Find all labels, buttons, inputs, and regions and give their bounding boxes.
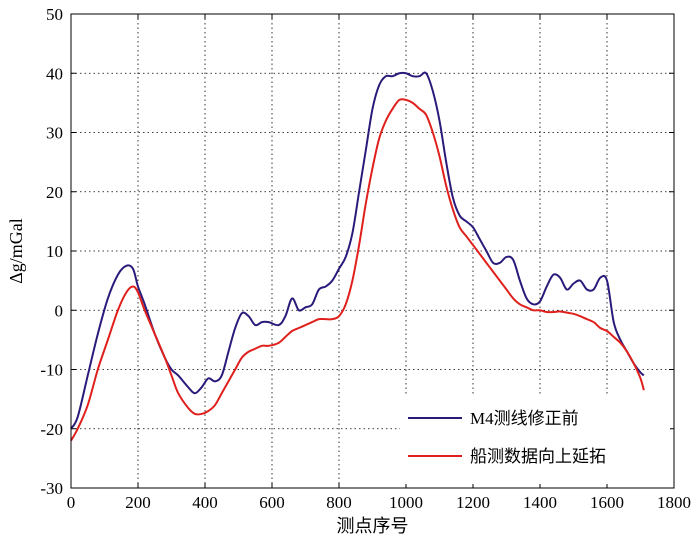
- x-tick-label: 0: [67, 493, 76, 512]
- plot-series: [70, 71, 645, 442]
- y-tick-label: 10: [46, 242, 63, 261]
- x-tick-label: 1200: [456, 493, 490, 512]
- y-tick-label: 50: [46, 5, 63, 24]
- y-tick-label: 30: [46, 124, 63, 143]
- legend: M4测线修正前 船测数据向上延拓: [400, 394, 670, 484]
- x-tick-label: 1000: [389, 493, 423, 512]
- legend-box: [400, 394, 670, 484]
- y-tick-label: 20: [46, 183, 63, 202]
- y-tick-label: 0: [55, 301, 64, 320]
- series-line-m4: [70, 71, 645, 430]
- x-tick-label: 600: [259, 493, 285, 512]
- x-tick-label: 400: [192, 493, 218, 512]
- y-axis-label: Δg/mGal: [6, 218, 26, 284]
- x-tick-label: 200: [125, 493, 151, 512]
- y-tick-label: 40: [46, 64, 63, 83]
- y-tick-label: -20: [40, 420, 63, 439]
- y-tick-label: -30: [40, 479, 63, 498]
- legend-label-ship: 船测数据向上延拓: [470, 447, 606, 466]
- legend-label-m4: M4测线修正前: [470, 409, 579, 428]
- series-line-ship: [70, 98, 645, 442]
- x-tick-label: 1400: [523, 493, 557, 512]
- axis-ticks: 0 200 400 600 800 1000 1200 1400 1600 1800-30-20-…: [40, 5, 691, 512]
- x-tick-label: 800: [326, 493, 352, 512]
- x-axis-label: 测点序号: [337, 516, 409, 536]
- x-tick-label: 1800: [657, 493, 691, 512]
- y-tick-label: -10: [40, 361, 63, 380]
- x-tick-label: 1600: [590, 493, 624, 512]
